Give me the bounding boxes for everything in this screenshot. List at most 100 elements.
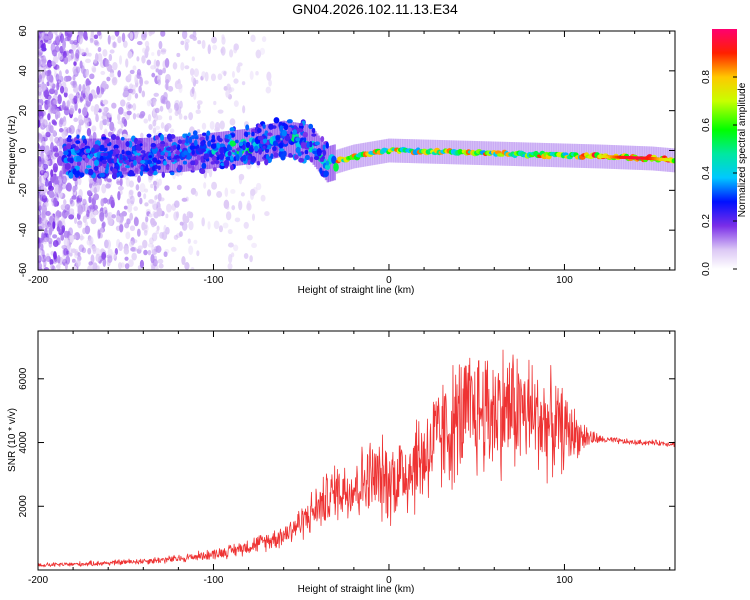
spectrogram-noise	[54, 152, 60, 158]
spectrogram-noise	[123, 245, 129, 251]
spectrogram-ridge-scatter	[93, 144, 100, 150]
spectrogram-noise	[96, 178, 102, 186]
spectrogram-ridge-scatter	[150, 142, 157, 148]
snr-ticks: -200 -100 0 100 2000 4000 6000	[18, 331, 675, 586]
spectrogram-ridge-scatter	[202, 132, 207, 136]
spectrogram-noise	[131, 252, 137, 261]
spectrogram-noise	[175, 211, 180, 219]
spectrogram-noise	[170, 246, 177, 252]
spectrogram-ridge-scatter	[157, 165, 161, 170]
spectrogram-ridge-scatter	[217, 137, 223, 143]
snr-xtick-label: 100	[556, 575, 573, 586]
spectrogram-ridge-scatter	[68, 172, 74, 179]
spectrogram-noise	[72, 87, 79, 93]
spectrogram-noise	[93, 39, 99, 46]
spectrogram-ridge-scatter	[200, 140, 205, 147]
spectrogram-noise	[246, 202, 252, 211]
spectrogram-ridge-scatter	[129, 172, 136, 177]
spectrogram-ridge-scatter	[272, 146, 277, 152]
spectrogram-ridge-scatter	[245, 141, 251, 149]
spectrogram-noise	[87, 264, 93, 270]
spectrogram-ridge-scatter	[139, 143, 143, 147]
spectrogram-noise	[50, 109, 56, 114]
spectrogram-noise	[45, 131, 51, 138]
spectrogram-noise	[188, 220, 194, 231]
spectrogram-noise	[74, 217, 78, 225]
spectrogram-noise	[84, 120, 90, 129]
spectrogram-noise	[122, 40, 128, 48]
spectrogram-noise	[42, 163, 49, 170]
spectrogram-noise	[147, 113, 152, 122]
spectrogram-ridge-scatter	[135, 144, 142, 151]
spectrogram-noise	[64, 203, 71, 211]
spectrogram-noise	[46, 81, 50, 87]
spectrogram-noise	[124, 222, 130, 229]
spectrogram-noise	[38, 48, 43, 58]
spectrogram-noise	[38, 254, 42, 263]
spectrogram-noise	[108, 196, 115, 205]
spectrogram-noise	[139, 182, 146, 193]
spectrogram-noise	[231, 205, 236, 211]
spectrogram-noise	[51, 119, 56, 125]
spectrogram-band	[280, 121, 284, 157]
spectrogram-xtick-label: 0	[386, 275, 392, 286]
spectrogram-noise	[68, 208, 75, 213]
spectrogram-noise	[155, 59, 160, 67]
spectrogram-noise	[156, 207, 163, 217]
spectrogram-noise	[99, 211, 105, 222]
spectrogram-noise	[117, 185, 124, 191]
spectrogram-noise	[64, 262, 68, 270]
spectrogram-noise	[141, 55, 146, 64]
spectrogram-ridge-scatter	[104, 168, 109, 174]
spectrogram-noise	[78, 31, 83, 37]
spectrogram-noise	[148, 213, 153, 218]
spectrogram-noise	[152, 98, 157, 107]
spectrogram-xlabel: Height of straight line (km)	[298, 285, 415, 296]
spectrogram-ridge-scatter	[251, 131, 255, 137]
spectrogram-ridge-scatter	[185, 137, 189, 144]
spectrogram-ridge-scatter	[284, 135, 291, 142]
spectrogram-ridge-scatter	[323, 170, 329, 177]
spectrogram-noise	[50, 134, 54, 144]
spectrogram-noise	[93, 204, 99, 211]
spectrogram-noise	[89, 210, 93, 221]
spectrogram-noise	[149, 98, 156, 106]
spectrogram-noise	[85, 78, 90, 87]
spectrogram-noise	[135, 184, 140, 191]
spectrogram-ridge-scatter	[216, 142, 221, 150]
spectrogram-noise	[47, 113, 51, 121]
spectrogram-noise	[255, 71, 259, 76]
spectrogram-noise	[188, 211, 194, 219]
spectrogram-noise	[100, 227, 104, 234]
spectrogram-noise	[236, 65, 241, 73]
spectrogram-ridge-scatter	[160, 151, 165, 156]
spectrogram-noise	[41, 43, 45, 49]
spectrogram-noise	[118, 106, 124, 115]
spectrogram-noise	[41, 204, 47, 214]
spectrogram-noise	[219, 120, 225, 130]
spectrogram-noise	[191, 75, 195, 83]
spectrogram-ridge-scatter	[297, 151, 302, 157]
spectrogram-noise	[127, 104, 133, 109]
spectrogram-noise	[238, 173, 245, 181]
spectrogram-noise	[211, 181, 218, 190]
spectrogram-noise	[111, 76, 118, 86]
spectrogram-noise	[129, 69, 135, 75]
spectrogram-ridge-scatter	[200, 155, 204, 163]
spectrogram-ridge-scatter	[184, 142, 190, 146]
spectrogram-noise	[55, 34, 60, 44]
spectrogram-ridge-cell	[229, 140, 237, 147]
spectrogram-ridge-scatter	[302, 131, 308, 138]
spectrogram-noise	[52, 129, 57, 138]
spectrogram-noise	[175, 233, 182, 239]
spectrogram-noise	[261, 36, 267, 43]
spectrogram-ridge-scatter	[66, 143, 72, 150]
spectrogram-noise	[265, 86, 272, 94]
spectrogram-noise	[119, 223, 124, 233]
spectrogram-noise	[226, 205, 230, 210]
spectrogram-ridge-scatter	[69, 157, 74, 164]
spectrogram-ridge-scatter	[184, 133, 188, 137]
spectrogram-noise	[63, 248, 69, 256]
spectrogram-ridge-scatter	[211, 155, 217, 162]
